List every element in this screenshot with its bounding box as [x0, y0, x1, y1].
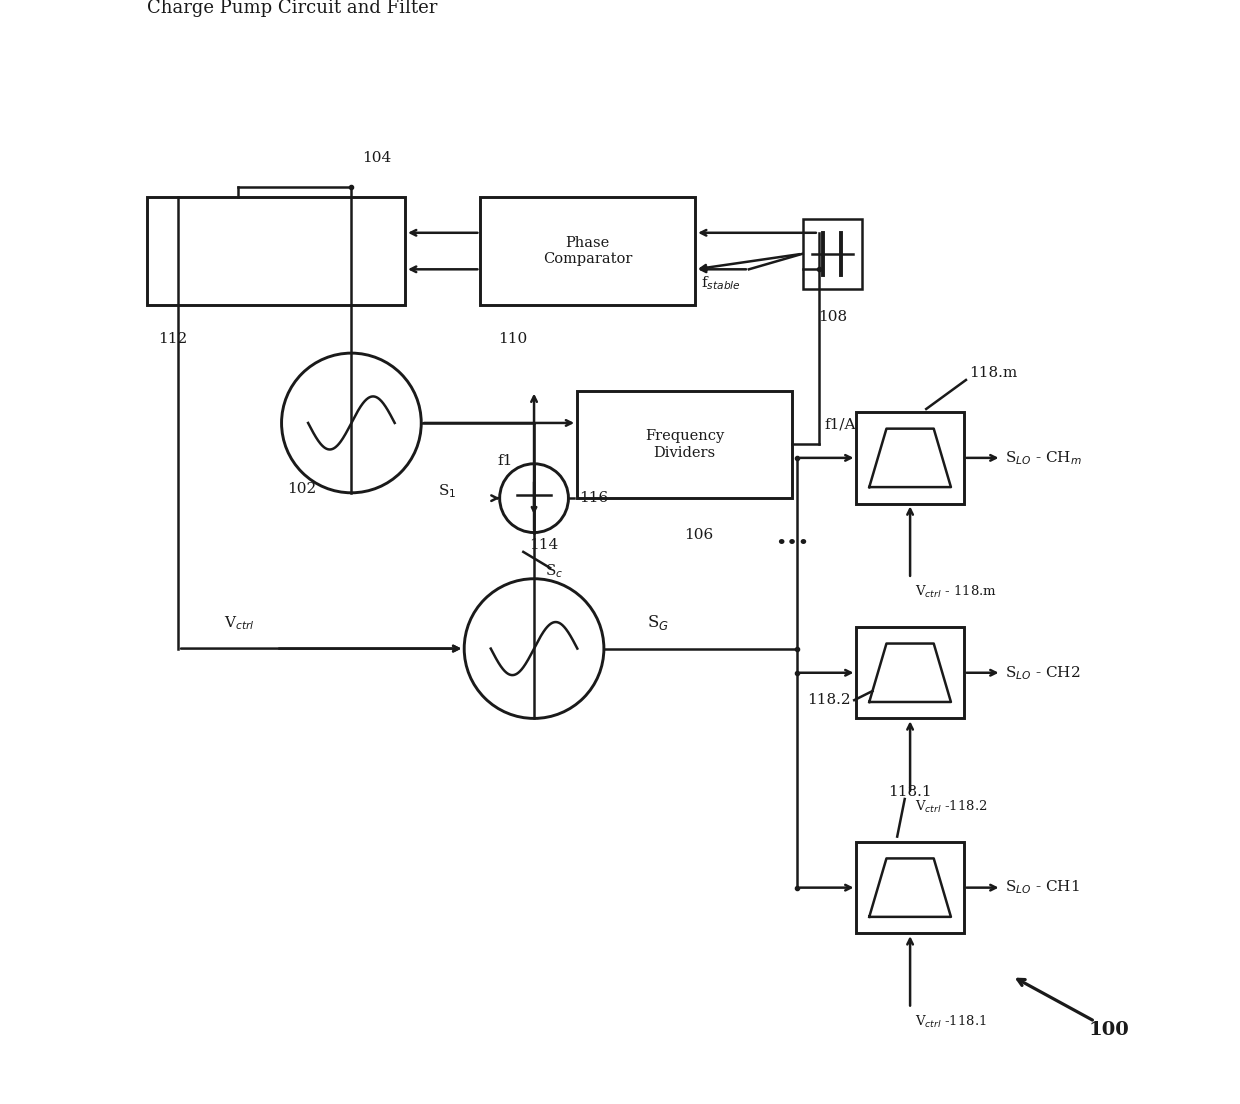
- Text: V$_{ctrl}$: V$_{ctrl}$: [224, 615, 254, 633]
- Bar: [857, 627, 963, 719]
- Text: 118.1: 118.1: [888, 785, 932, 799]
- Text: S$_{LO}$ - CH1: S$_{LO}$ - CH1: [1004, 879, 1080, 896]
- Text: Charge Pump Circuit and Filter: Charge Pump Circuit and Filter: [148, 0, 438, 17]
- Text: 118.2: 118.2: [807, 693, 851, 708]
- Bar: [148, 198, 405, 305]
- Text: 112: 112: [157, 331, 187, 346]
- Text: S$_1$: S$_1$: [439, 482, 456, 500]
- Text: f$_{stable}$: f$_{stable}$: [701, 275, 740, 293]
- Text: S$_G$: S$_G$: [647, 614, 668, 633]
- Text: V$_{ctrl}$ - 118.m: V$_{ctrl}$ - 118.m: [915, 584, 997, 601]
- Bar: [577, 391, 792, 498]
- Text: 106: 106: [684, 528, 714, 542]
- Bar: [480, 198, 696, 305]
- Text: 104: 104: [362, 151, 392, 166]
- Text: S$_{LO}$ - CH$_m$: S$_{LO}$ - CH$_m$: [1004, 449, 1081, 467]
- Text: Frequency
Dividers: Frequency Dividers: [645, 429, 724, 459]
- Bar: [802, 219, 862, 288]
- Text: f1/A: f1/A: [825, 417, 856, 432]
- Text: 116: 116: [579, 491, 609, 506]
- Bar: [857, 842, 963, 933]
- Text: •••: •••: [775, 534, 808, 553]
- Text: 114: 114: [528, 538, 558, 552]
- Text: 102: 102: [286, 482, 316, 496]
- Text: Phase
Comparator: Phase Comparator: [543, 236, 632, 266]
- Text: V$_{ctrl}$ -118.2: V$_{ctrl}$ -118.2: [915, 799, 988, 815]
- Text: S$_{LO}$ - CH2: S$_{LO}$ - CH2: [1004, 664, 1080, 681]
- Text: 108: 108: [817, 310, 847, 325]
- Bar: [857, 412, 963, 503]
- Text: V$_{ctrl}$ -118.1: V$_{ctrl}$ -118.1: [915, 1013, 987, 1030]
- Text: S$_c$: S$_c$: [544, 563, 563, 581]
- Text: 118.m: 118.m: [970, 365, 1018, 380]
- Text: 110: 110: [498, 331, 527, 346]
- Text: f1: f1: [497, 454, 512, 468]
- Text: 100: 100: [1089, 1021, 1130, 1039]
